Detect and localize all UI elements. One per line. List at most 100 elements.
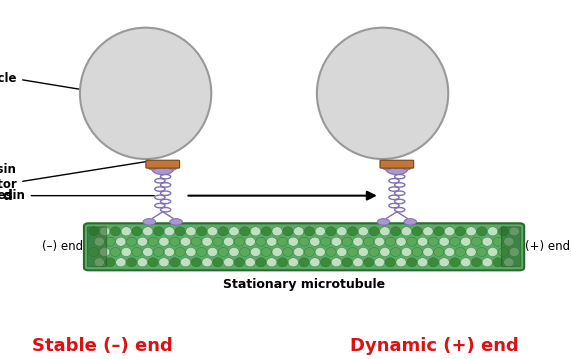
Ellipse shape bbox=[196, 227, 207, 236]
Ellipse shape bbox=[509, 227, 520, 236]
Ellipse shape bbox=[110, 227, 120, 236]
Ellipse shape bbox=[152, 164, 174, 174]
Ellipse shape bbox=[293, 247, 304, 257]
Ellipse shape bbox=[283, 247, 293, 257]
Ellipse shape bbox=[278, 258, 288, 267]
Ellipse shape bbox=[278, 237, 288, 246]
Ellipse shape bbox=[218, 227, 228, 236]
Ellipse shape bbox=[168, 163, 178, 170]
Ellipse shape bbox=[412, 227, 423, 236]
Ellipse shape bbox=[267, 258, 277, 267]
Ellipse shape bbox=[223, 258, 234, 267]
Ellipse shape bbox=[127, 258, 136, 267]
Ellipse shape bbox=[331, 258, 341, 267]
Ellipse shape bbox=[337, 227, 347, 236]
Ellipse shape bbox=[132, 247, 142, 257]
Ellipse shape bbox=[331, 237, 341, 246]
Ellipse shape bbox=[482, 237, 492, 246]
Ellipse shape bbox=[245, 258, 255, 267]
Ellipse shape bbox=[148, 163, 157, 170]
FancyBboxPatch shape bbox=[84, 223, 524, 270]
Ellipse shape bbox=[380, 227, 390, 236]
Ellipse shape bbox=[143, 247, 153, 257]
Ellipse shape bbox=[315, 227, 325, 236]
Ellipse shape bbox=[191, 258, 202, 267]
Ellipse shape bbox=[213, 258, 223, 267]
Ellipse shape bbox=[99, 227, 110, 236]
Ellipse shape bbox=[382, 163, 391, 170]
Text: (+) end: (+) end bbox=[525, 240, 570, 253]
Ellipse shape bbox=[218, 247, 228, 257]
Ellipse shape bbox=[433, 227, 444, 236]
Ellipse shape bbox=[444, 247, 455, 257]
Ellipse shape bbox=[180, 258, 191, 267]
Ellipse shape bbox=[309, 237, 320, 246]
Ellipse shape bbox=[358, 227, 368, 236]
Ellipse shape bbox=[186, 227, 196, 236]
Ellipse shape bbox=[433, 247, 444, 257]
Ellipse shape bbox=[377, 219, 390, 225]
Ellipse shape bbox=[412, 247, 423, 257]
FancyBboxPatch shape bbox=[380, 160, 413, 168]
Ellipse shape bbox=[466, 247, 476, 257]
Ellipse shape bbox=[315, 247, 325, 257]
Ellipse shape bbox=[326, 247, 336, 257]
Ellipse shape bbox=[417, 258, 428, 267]
Text: Kinesin
receptor: Kinesin receptor bbox=[0, 161, 148, 191]
Ellipse shape bbox=[472, 258, 481, 267]
Ellipse shape bbox=[164, 227, 175, 236]
Ellipse shape bbox=[369, 247, 379, 257]
Ellipse shape bbox=[127, 237, 136, 246]
Ellipse shape bbox=[488, 227, 498, 236]
Ellipse shape bbox=[154, 247, 164, 257]
Ellipse shape bbox=[105, 258, 115, 267]
Ellipse shape bbox=[99, 247, 110, 257]
Ellipse shape bbox=[320, 237, 331, 246]
Ellipse shape bbox=[229, 247, 239, 257]
Ellipse shape bbox=[358, 247, 368, 257]
Ellipse shape bbox=[154, 227, 164, 236]
Ellipse shape bbox=[213, 237, 223, 246]
Ellipse shape bbox=[423, 247, 433, 257]
Text: (–) end: (–) end bbox=[42, 240, 83, 253]
Ellipse shape bbox=[401, 227, 412, 236]
Ellipse shape bbox=[89, 247, 99, 257]
Ellipse shape bbox=[207, 247, 218, 257]
Ellipse shape bbox=[251, 247, 261, 257]
Ellipse shape bbox=[137, 258, 147, 267]
Ellipse shape bbox=[191, 237, 202, 246]
Ellipse shape bbox=[116, 237, 126, 246]
Ellipse shape bbox=[110, 247, 120, 257]
Ellipse shape bbox=[364, 237, 374, 246]
Ellipse shape bbox=[396, 258, 406, 267]
Ellipse shape bbox=[386, 164, 408, 174]
Ellipse shape bbox=[391, 247, 401, 257]
Ellipse shape bbox=[186, 247, 196, 257]
Ellipse shape bbox=[493, 258, 503, 267]
Ellipse shape bbox=[326, 227, 336, 236]
Ellipse shape bbox=[407, 258, 417, 267]
Ellipse shape bbox=[94, 237, 104, 246]
Text: Stationary microtubule: Stationary microtubule bbox=[223, 278, 385, 291]
Text: Dynamic (+) end: Dynamic (+) end bbox=[349, 337, 518, 355]
Ellipse shape bbox=[320, 258, 331, 267]
Ellipse shape bbox=[170, 258, 180, 267]
Ellipse shape bbox=[493, 237, 503, 246]
Ellipse shape bbox=[353, 237, 363, 246]
Ellipse shape bbox=[342, 258, 352, 267]
Ellipse shape bbox=[369, 227, 379, 236]
Ellipse shape bbox=[375, 258, 385, 267]
FancyBboxPatch shape bbox=[87, 227, 107, 267]
Ellipse shape bbox=[461, 237, 471, 246]
Ellipse shape bbox=[229, 227, 239, 236]
Ellipse shape bbox=[385, 258, 395, 267]
Ellipse shape bbox=[234, 237, 244, 246]
Ellipse shape bbox=[170, 219, 182, 225]
Ellipse shape bbox=[261, 227, 271, 236]
Ellipse shape bbox=[380, 247, 390, 257]
Ellipse shape bbox=[353, 258, 363, 267]
Ellipse shape bbox=[223, 237, 234, 246]
Ellipse shape bbox=[299, 237, 309, 246]
Ellipse shape bbox=[159, 258, 169, 267]
Ellipse shape bbox=[477, 247, 487, 257]
